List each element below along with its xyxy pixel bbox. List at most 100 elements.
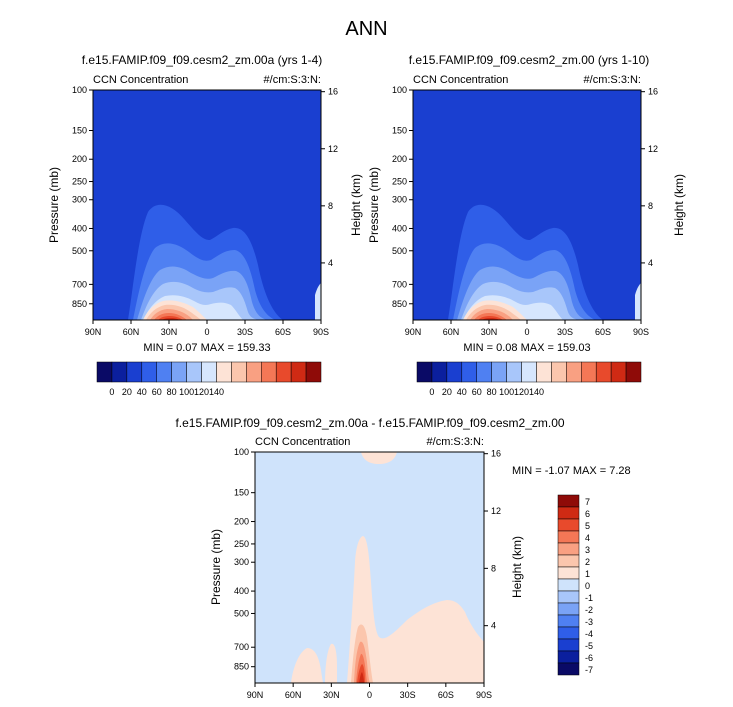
colorbar-swatch	[557, 542, 580, 556]
y-tick-label: 850	[234, 662, 249, 672]
panel-a-colorbar: 0 20 40 60 80 100 120 140	[96, 361, 322, 397]
panel-difference: f.e15.FAMIP.f09_f09.cesm2_zm.00a - f.e15…	[175, 416, 630, 700]
colorbar-label: 20	[122, 387, 132, 397]
colorbar-label: 100	[499, 387, 514, 397]
colorbar-swatch	[557, 578, 580, 592]
panel-c-axes: 90N 60N 30N 0 30S 60S 90S 100 150 200 250 300 400 500…	[234, 447, 501, 700]
x-tick-label: 90N	[85, 327, 102, 337]
panel-c-ylabel: Pressure (mb)	[209, 529, 223, 605]
y-tick-label: 100	[72, 85, 87, 95]
colorbar-swatch	[551, 361, 567, 383]
x-tick-label: 60S	[438, 690, 454, 700]
colorbar-swatch	[557, 638, 580, 652]
colorbar-swatch	[625, 361, 642, 383]
colorbar-swatch	[557, 626, 580, 640]
colorbar-label: 1	[585, 569, 590, 579]
y-tick-label: 850	[72, 299, 87, 309]
panel-a-right-label: #/cm:S:3:N:	[264, 74, 321, 86]
colorbar-swatch	[141, 361, 157, 383]
colorbar-label: -7	[585, 665, 593, 675]
colorbar-label: 4	[585, 533, 590, 543]
colorbar-swatch	[305, 361, 322, 383]
x-tick-label: 60S	[595, 327, 611, 337]
panel-c-stats: MIN = -1.07 MAX = 7.28	[512, 465, 631, 477]
colorbar-swatch	[171, 361, 187, 383]
colorbar-swatch	[186, 361, 202, 383]
y2-tick-label: 4	[491, 621, 496, 631]
colorbar-swatch	[275, 361, 292, 383]
contour-level-6	[359, 672, 364, 683]
y-tick-label: 700	[392, 279, 407, 289]
panel-c-y2label: Height (km)	[510, 536, 524, 598]
colorbar-label: 60	[472, 387, 482, 397]
colorbar-label: 40	[137, 387, 147, 397]
panel-a-stats: MIN = 0.07 MAX = 159.33	[143, 342, 270, 354]
colorbar-swatch	[521, 361, 537, 383]
colorbar-swatch	[506, 361, 522, 383]
y2-tick-label: 16	[328, 87, 338, 97]
colorbar-swatch	[96, 361, 113, 383]
colorbar-swatch	[111, 361, 128, 383]
colorbar-label: 40	[457, 387, 467, 397]
contour-top-blob	[361, 452, 397, 464]
colorbar-swatch	[557, 614, 580, 628]
colorbar-swatch	[216, 361, 232, 383]
colorbar-swatch	[557, 662, 580, 676]
panel-b-stats: MIN = 0.08 MAX = 159.03	[463, 342, 590, 354]
panel-a-contours	[93, 90, 321, 320]
y-tick-label: 400	[72, 223, 87, 233]
y-tick-label: 250	[392, 177, 407, 187]
x-tick-label: 90S	[633, 327, 649, 337]
colorbar-label: 3	[585, 545, 590, 555]
panel-a-title: f.e15.FAMIP.f09_f09.cesm2_zm.00a (yrs 1-…	[82, 53, 323, 67]
x-tick-label: 90N	[405, 327, 422, 337]
y-tick-label: 150	[72, 126, 87, 136]
y-tick-label: 500	[234, 608, 249, 618]
colorbar-label: 60	[152, 387, 162, 397]
colorbar-label: 140	[209, 387, 224, 397]
colorbar-label: 5	[585, 521, 590, 531]
colorbar-swatch	[557, 590, 580, 604]
colorbar-swatch	[557, 494, 580, 508]
y2-tick-label: 16	[648, 87, 658, 97]
y-tick-label: 500	[72, 246, 87, 256]
x-tick-label: 90S	[313, 327, 329, 337]
x-tick-label: 60N	[285, 690, 302, 700]
contour-pole-edge	[635, 283, 641, 320]
colorbar-swatch	[476, 361, 492, 383]
x-tick-label: 0	[204, 327, 209, 337]
y-tick-label: 200	[234, 517, 249, 527]
y2-tick-label: 12	[491, 506, 501, 516]
colorbar-label: 7	[585, 497, 590, 507]
x-tick-label: 60N	[123, 327, 140, 337]
y-tick-label: 300	[234, 557, 249, 567]
colorbar-swatch	[231, 361, 247, 383]
colorbar-swatch	[246, 361, 262, 383]
colorbar-label: -6	[585, 653, 593, 663]
panel-b-y2label: Height (km)	[672, 174, 686, 236]
colorbar-label: -1	[585, 593, 593, 603]
colorbar-swatch	[557, 506, 580, 520]
y2-tick-label: 8	[648, 201, 653, 211]
y-tick-label: 150	[392, 126, 407, 136]
x-tick-label: 60N	[443, 327, 460, 337]
x-tick-label: 90S	[476, 690, 492, 700]
colorbar-swatch	[290, 361, 307, 383]
panel-a-left-label: CCN Concentration	[93, 74, 188, 86]
panel-b-right-label: #/cm:S:3:N:	[584, 74, 641, 86]
contour-central-column	[347, 536, 484, 683]
x-tick-label: 90N	[247, 690, 264, 700]
colorbar-swatch	[491, 361, 507, 383]
colorbar-label: -3	[585, 617, 593, 627]
panel-c-contours	[255, 452, 484, 683]
y-tick-label: 400	[392, 223, 407, 233]
colorbar-label: 120	[514, 387, 529, 397]
x-tick-label: 0	[524, 327, 529, 337]
colorbar-label: 80	[487, 387, 497, 397]
y-tick-label: 850	[392, 299, 407, 309]
y-tick-label: 250	[72, 177, 87, 187]
panel-a-ylabel: Pressure (mb)	[47, 167, 61, 243]
x-tick-label: 30N	[481, 327, 498, 337]
colorbar-swatch	[536, 361, 552, 383]
y-tick-label: 700	[72, 279, 87, 289]
